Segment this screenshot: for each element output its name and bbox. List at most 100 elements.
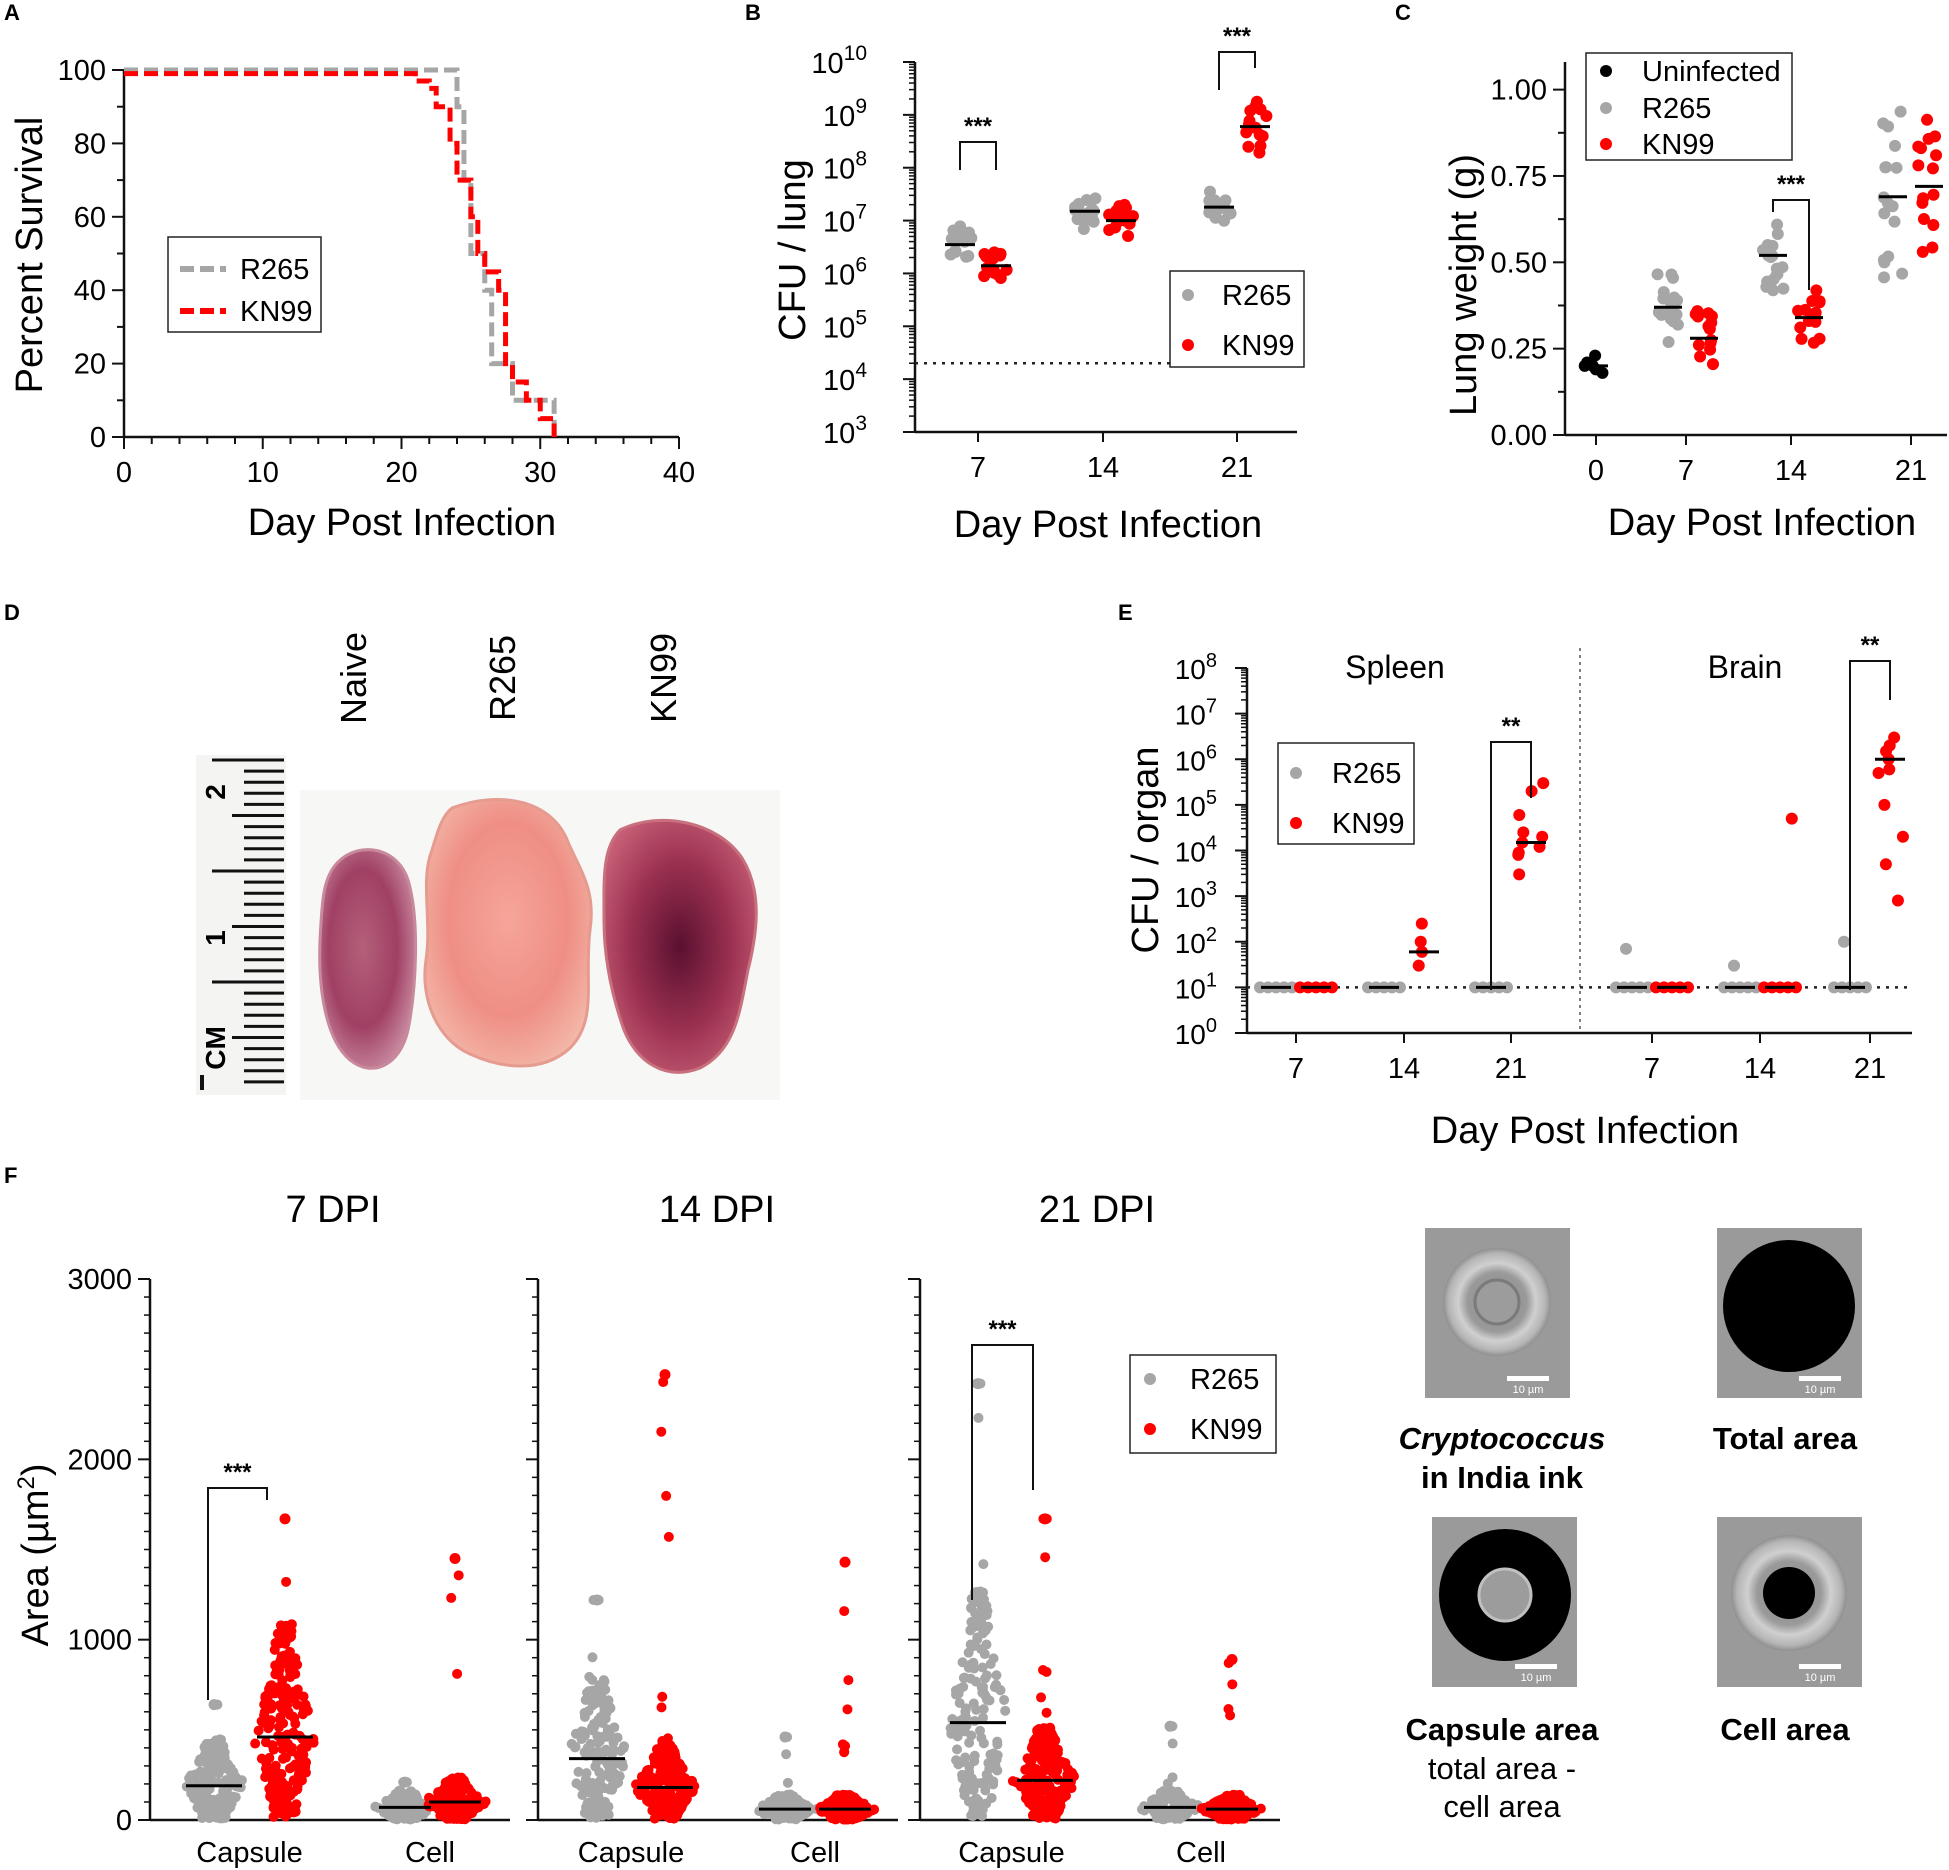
panel-e-point-kn99 [1872, 766, 1885, 779]
panel-b-point-r265 [944, 248, 957, 261]
panel-f-point-kn99-capsule [276, 1737, 287, 1748]
panel-f-point-r265-capsule [978, 1712, 989, 1723]
panel-e-y-tick-label: 104 [1175, 833, 1217, 868]
panel-f-point-r265-capsule [973, 1412, 984, 1423]
panel-f-point-kn99-capsule [1024, 1755, 1035, 1766]
panel-f-point-kn99-cell [854, 1799, 865, 1810]
panel-f-point-r265-cell [407, 1790, 418, 1801]
panel-f-point-r265-capsule [978, 1559, 989, 1570]
panel-c-point-kn99 [1692, 339, 1705, 352]
panel-c-point-kn99 [1703, 322, 1716, 335]
panel-c-lung-weight-chart: 0.00 0.25 0.50 0.75 1.00 0 7 14 21 *** Day Post … [1443, 52, 1947, 544]
panel-f-point-kn99-cell [446, 1790, 457, 1801]
panel-b-point-kn99 [1109, 221, 1122, 234]
panel-d-lung-photo: Naive R265 KN99 2 1 CM [196, 632, 780, 1100]
panel-b-y-tick-label: 109 [823, 95, 867, 133]
panel-letter-c: C [1395, 0, 1411, 25]
panel-f-point-kn99-capsule [298, 1705, 309, 1716]
panel-c-point-kn99 [1927, 218, 1940, 231]
panel-e-x-tick-label: 21 [1854, 1053, 1886, 1085]
panel-e-axes: 100 101 102 103 104 105 106 107 108 7 14 21 7 14 21 [1175, 648, 1912, 1085]
panel-f-point-kn99-capsule [1067, 1767, 1078, 1778]
panel-f-point-r265-capsule [585, 1812, 596, 1823]
panel-b-y-tick-label: 106 [823, 253, 867, 291]
panel-f-point-kn99-capsule [676, 1795, 687, 1806]
panel-f-point-r265-cell [1159, 1795, 1170, 1806]
panel-e-point-kn99 [1326, 981, 1338, 994]
panel-f-point-r265-capsule [603, 1809, 614, 1820]
panel-f-point-r265-capsule [966, 1603, 977, 1614]
panel-f-subplot-21: 21 DPI [1039, 1189, 1155, 1231]
panel-e-organ-cfu-chart: 100 101 102 103 104 105 106 107 108 7 14 21 7 14 21 **… [1125, 632, 1912, 1152]
panel-f-point-kn99-capsule [1036, 1751, 1047, 1762]
panel-f-point-kn99-cell [446, 1592, 457, 1603]
panel-e-group-brain: Brain [1708, 649, 1783, 685]
panel-e-point-kn99 [1883, 763, 1896, 776]
panel-b-x-label: Day Post Infection [954, 504, 1262, 546]
panel-e-y-tick-label: 100 [1175, 1015, 1217, 1050]
panel-f-point-kn99-capsule [1048, 1787, 1059, 1798]
panel-f-point-kn99-cell [1231, 1809, 1242, 1820]
panel-f-point-kn99-capsule [268, 1744, 279, 1755]
panel-f-point-r265-capsule [964, 1761, 975, 1772]
panel-f-point-r265-capsule [235, 1782, 246, 1793]
panel-d-label-kn99: KN99 [643, 633, 684, 723]
panel-e-y-tick-label: 103 [1175, 878, 1217, 913]
panel-d-label-naive: Naive [333, 632, 374, 724]
panel-f-point-kn99-cell [470, 1803, 481, 1814]
panel-f-point-r265-capsule [197, 1813, 208, 1824]
panel-e-group-spleen: Spleen [1345, 649, 1445, 685]
panel-a-legend-r265: R265 [240, 254, 309, 286]
panel-f-point-r265-capsule [945, 1723, 956, 1734]
ink-image-total: 10 µm [1717, 1228, 1862, 1398]
panel-c-point-r265 [1890, 161, 1903, 174]
panel-f-point-kn99-capsule [686, 1776, 697, 1787]
panel-f-point-kn99-capsule [283, 1624, 294, 1635]
ink-title-crypto-2: in India ink [1421, 1460, 1584, 1495]
panel-f-point-r265-capsule [601, 1770, 612, 1781]
panel-f-point-r265-capsule [977, 1662, 988, 1673]
panel-f-point-r265-cell [781, 1749, 792, 1760]
panel-f-point-kn99-capsule [636, 1777, 647, 1788]
panel-e-y-tick-label: 106 [1175, 741, 1217, 776]
panel-c-sig-14-label: *** [1777, 171, 1806, 198]
panel-f-point-kn99-capsule [1027, 1741, 1038, 1752]
panel-f-point-r265-cell [409, 1807, 420, 1818]
panel-b-y-tick-label: 104 [823, 359, 867, 397]
panel-f-point-kn99-capsule [264, 1752, 275, 1763]
panel-c-x-tick-label: 0 [1588, 455, 1604, 487]
panel-c-legend-r265: R265 [1642, 93, 1711, 125]
panel-f-point-r265-capsule [579, 1711, 590, 1722]
panel-f-point-r265-capsule [220, 1812, 231, 1823]
panel-f-point-r265-capsule [951, 1755, 962, 1766]
panel-f-point-kn99-capsule [1060, 1757, 1071, 1768]
panel-c-point-r265 [1657, 292, 1670, 305]
panel-a-legend-kn99: KN99 [240, 296, 313, 328]
panel-f-point-kn99-cell [434, 1802, 445, 1813]
panel-c-y-label: Lung weight (g) [1443, 154, 1485, 416]
panel-f-point-r265-capsule [999, 1694, 1010, 1705]
panel-f-point-r265-capsule [981, 1670, 992, 1681]
panel-e-legend: R265 KN99 [1277, 742, 1415, 845]
panel-f-point-kn99-cell [1238, 1796, 1249, 1807]
panel-b-point-r265 [1072, 199, 1085, 212]
panel-f-area-chart: Capsule Cell Capsule Cell Capsule Cell 0 1000 20… [13, 1189, 1862, 1869]
panel-f-point-kn99-capsule [250, 1738, 261, 1749]
panel-f-point-r265-capsule [587, 1778, 598, 1789]
panel-f-point-r265-capsule [200, 1751, 211, 1762]
panel-f-y-label-end: ) [15, 1463, 57, 1476]
panel-b-x-tick-label: 14 [1087, 452, 1119, 484]
panel-f-point-kn99-capsule [280, 1798, 291, 1809]
panel-c-y-tick-label: 1.00 [1491, 75, 1547, 107]
panel-f-point-kn99-capsule [292, 1699, 303, 1710]
panel-f-point-kn99-capsule [1040, 1552, 1051, 1563]
panel-f-point-r265-capsule [225, 1767, 236, 1778]
panel-f-point-r265-capsule [979, 1689, 990, 1700]
panel-f-point-kn99-capsule [1066, 1783, 1077, 1794]
panel-a-y-tick-label: 0 [90, 422, 106, 454]
panel-f-point-kn99-cell [840, 1740, 851, 1751]
panel-c-y-tick-label: 0.50 [1491, 247, 1547, 279]
panel-e-point-kn99 [1412, 959, 1425, 972]
panel-f-point-kn99-cell [452, 1813, 463, 1824]
panel-c-y-tick-label: 0.25 [1491, 334, 1547, 366]
